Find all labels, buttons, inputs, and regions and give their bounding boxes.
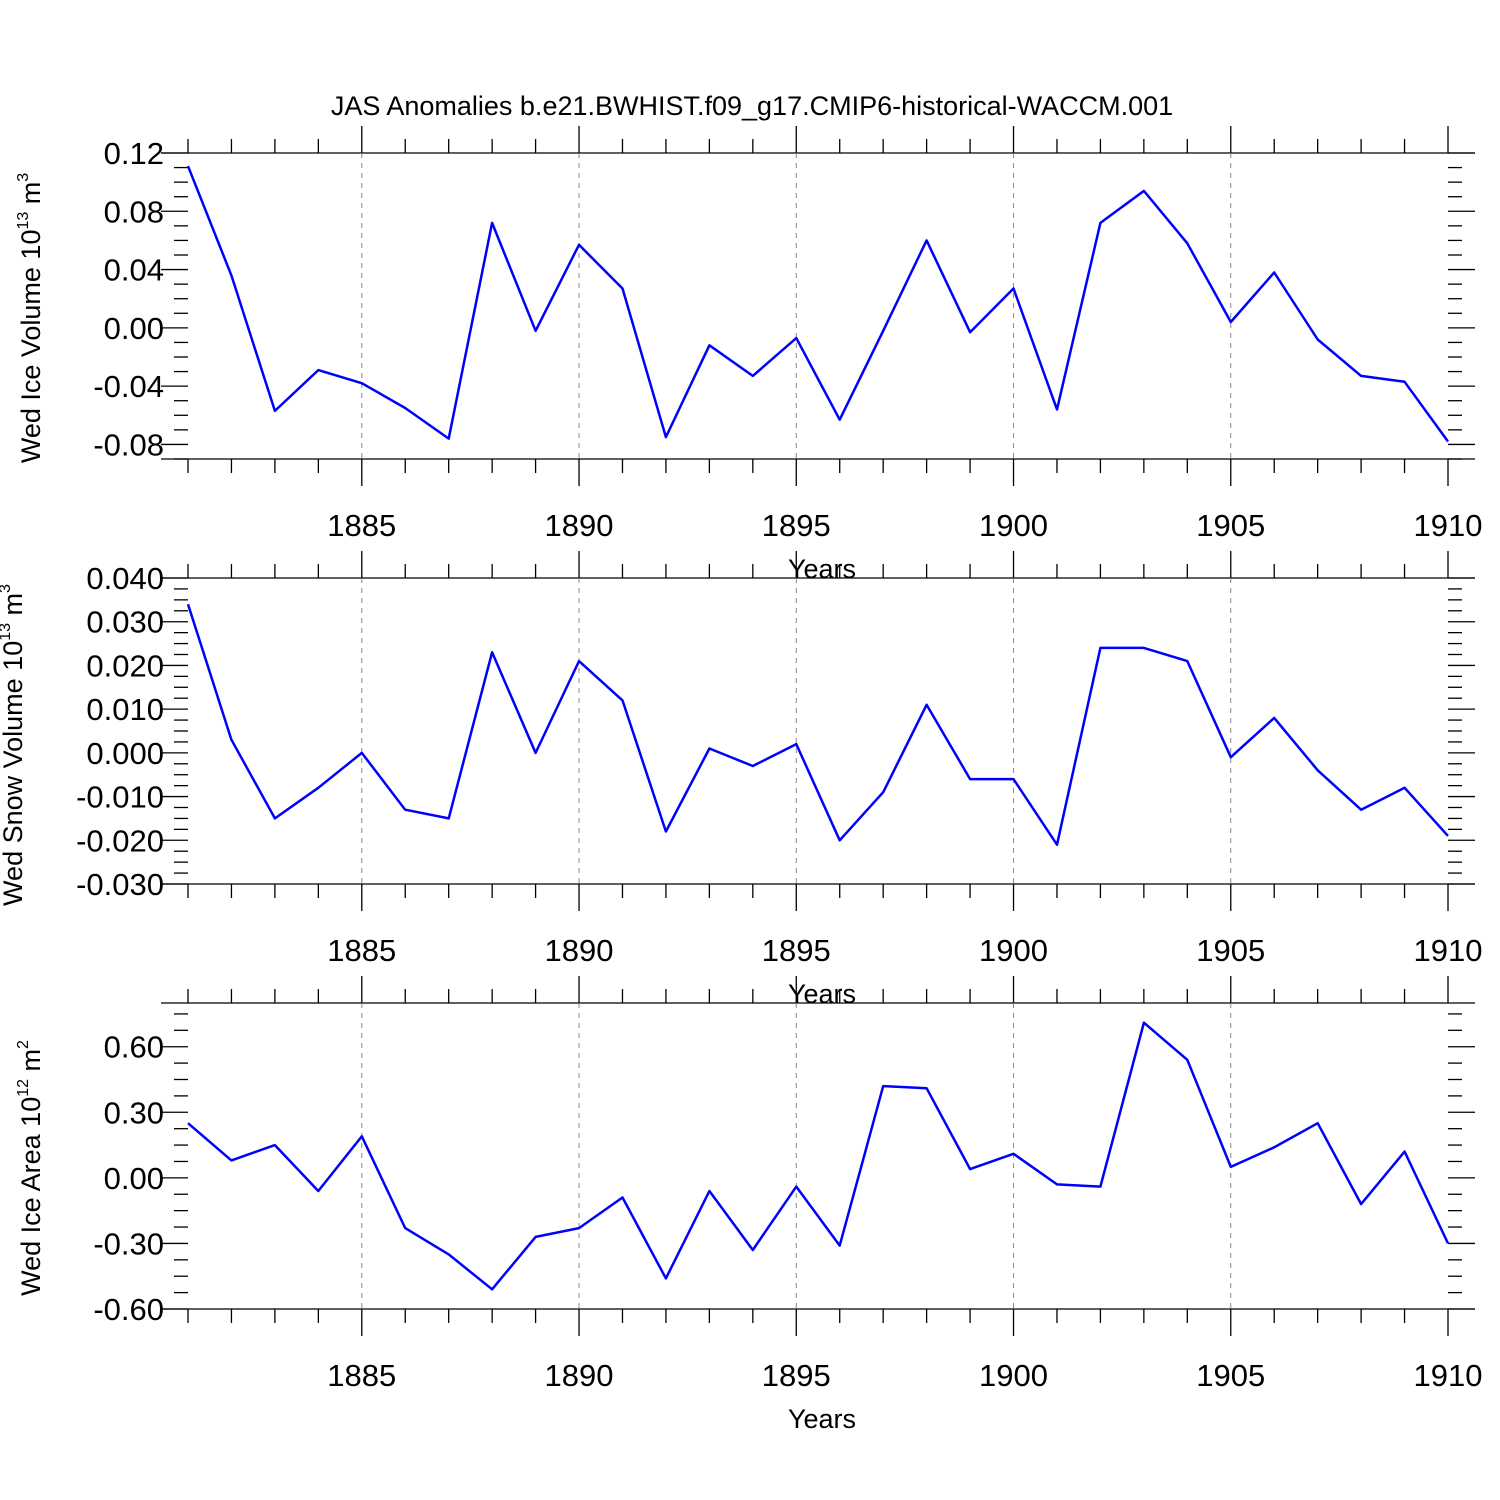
x-axis-label: Years bbox=[788, 1404, 856, 1434]
y-tick-label: 0.000 bbox=[86, 736, 164, 771]
y-tick-label: 0.040 bbox=[86, 561, 164, 596]
x-tick-label: 1895 bbox=[762, 933, 831, 968]
x-tick-label: 1900 bbox=[979, 933, 1048, 968]
y-tick-label: -0.010 bbox=[76, 780, 164, 815]
y-tick-label: 0.030 bbox=[86, 605, 164, 640]
x-tick-label: 1900 bbox=[979, 1358, 1048, 1393]
y-tick-label: -0.04 bbox=[93, 369, 164, 404]
x-tick-label: 1890 bbox=[545, 508, 614, 543]
y-tick-label: 0.00 bbox=[104, 311, 164, 346]
chart-panel-1: 0.12 0.08 0.04 0.00 -0.04 -0.08 1885 1890 1895 19… bbox=[15, 126, 1482, 584]
y-tick-label: 0.04 bbox=[104, 253, 164, 288]
y-tick-label: 0.60 bbox=[104, 1030, 164, 1065]
x-tick-label: 1895 bbox=[762, 1358, 831, 1393]
x-tick-label: 1885 bbox=[327, 508, 396, 543]
y-tick-label: 0.00 bbox=[104, 1161, 164, 1196]
figure-title: JAS Anomalies b.e21.BWHIST.f09_g17.CMIP6… bbox=[331, 91, 1173, 121]
y-tick-label: -0.60 bbox=[93, 1292, 164, 1327]
y-axis-label: Wed Snow Volume 1013 m3 bbox=[0, 584, 28, 906]
y-tick-label: 0.020 bbox=[86, 648, 164, 683]
x-tick-label: 1905 bbox=[1196, 933, 1265, 968]
x-axis-label: Years bbox=[788, 554, 856, 584]
data-line bbox=[187, 1021, 1450, 1291]
x-tick-label: 1910 bbox=[1414, 508, 1483, 543]
y-axis-label: Wed Ice Area 1012 m2 bbox=[15, 1040, 46, 1296]
x-tick-label: 1885 bbox=[327, 933, 396, 968]
x-tick-label: 1885 bbox=[327, 1358, 396, 1393]
y-tick-label: -0.020 bbox=[76, 823, 164, 858]
y-tick-label: -0.30 bbox=[93, 1226, 164, 1261]
chart-panel-3: 0.60 0.30 0.00 -0.30 -0.60 1885 1890 1895 1900 19… bbox=[15, 976, 1482, 1434]
x-tick-label: 1895 bbox=[762, 508, 831, 543]
data-line bbox=[186, 603, 1449, 846]
x-tick-label: 1890 bbox=[545, 1358, 614, 1393]
y-tick-label: 0.08 bbox=[104, 194, 164, 229]
x-axis-label: Years bbox=[788, 979, 856, 1009]
x-tick-label: 1905 bbox=[1196, 508, 1265, 543]
x-tick-label: 1905 bbox=[1196, 1358, 1265, 1393]
y-tick-label: 0.12 bbox=[104, 136, 164, 171]
y-tick-label: 0.30 bbox=[104, 1095, 164, 1130]
x-tick-label: 1890 bbox=[545, 933, 614, 968]
x-tick-label: 1900 bbox=[979, 508, 1048, 543]
x-tick-label: 1910 bbox=[1414, 1358, 1483, 1393]
y-tick-label: -0.030 bbox=[76, 867, 164, 902]
y-axis-label: Wed Ice Volume 1013 m3 bbox=[15, 173, 46, 463]
chart-panel-2: 0.040 0.030 0.020 0.010 0.000 -0.010 -0.020 -0.… bbox=[0, 551, 1482, 1009]
data-line bbox=[186, 165, 1450, 443]
y-tick-label: 0.010 bbox=[86, 692, 164, 727]
x-tick-label: 1910 bbox=[1414, 933, 1483, 968]
y-tick-label: -0.08 bbox=[93, 427, 164, 462]
